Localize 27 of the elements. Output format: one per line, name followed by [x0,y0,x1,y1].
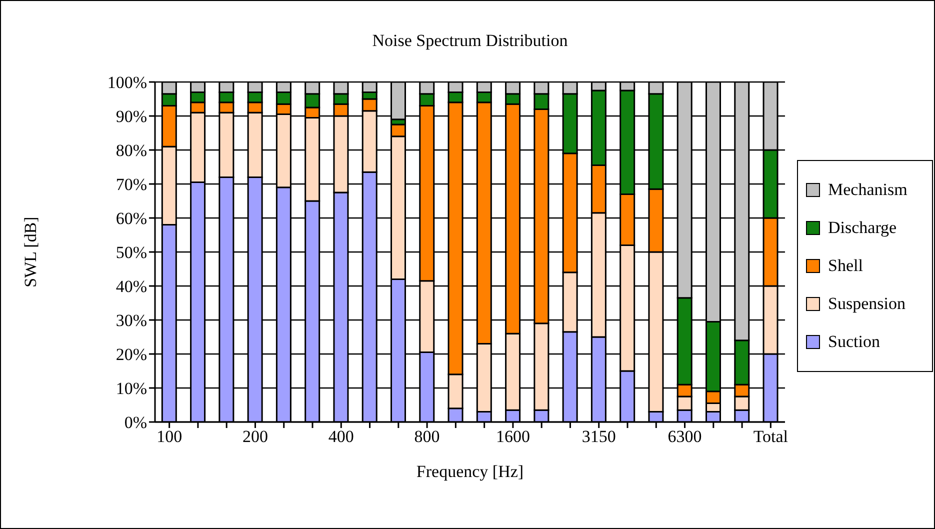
legend-label: Suction [828,332,880,352]
y-tick-label: 0% [124,413,147,432]
y-tick-label: 80% [116,141,147,160]
legend-label: Discharge [828,218,897,238]
legend-label: Mechanism [828,180,908,200]
y-tick-label: 90% [116,107,147,126]
x-axis-title: Frequency [Hz] [416,462,524,481]
x-tick-label: 1600 [496,427,530,446]
legend-label: Shell [828,256,863,276]
x-tick-label: 400 [328,427,354,446]
x-tick-label: Total [753,427,788,446]
y-tick-label: 20% [116,345,147,364]
x-tick-label: 800 [414,427,440,446]
y-tick-label: 50% [116,243,147,262]
y-tick-label: 70% [116,175,147,194]
legend-label: Suspension [828,294,906,314]
y-tick-label: 40% [116,277,147,296]
x-tick-label: 100 [156,427,182,446]
x-tick-label: 3150 [582,427,616,446]
y-axis-title: SWL [dB] [21,216,40,288]
y-tick-label: 100% [107,73,147,92]
x-tick-label: 200 [242,427,268,446]
y-tick-label: 60% [116,209,147,228]
x-tick-label: 6300 [668,427,702,446]
chart-title: Noise Spectrum Distribution [371,31,569,51]
y-tick-label: 30% [116,311,147,330]
y-tick-label: 10% [116,379,147,398]
